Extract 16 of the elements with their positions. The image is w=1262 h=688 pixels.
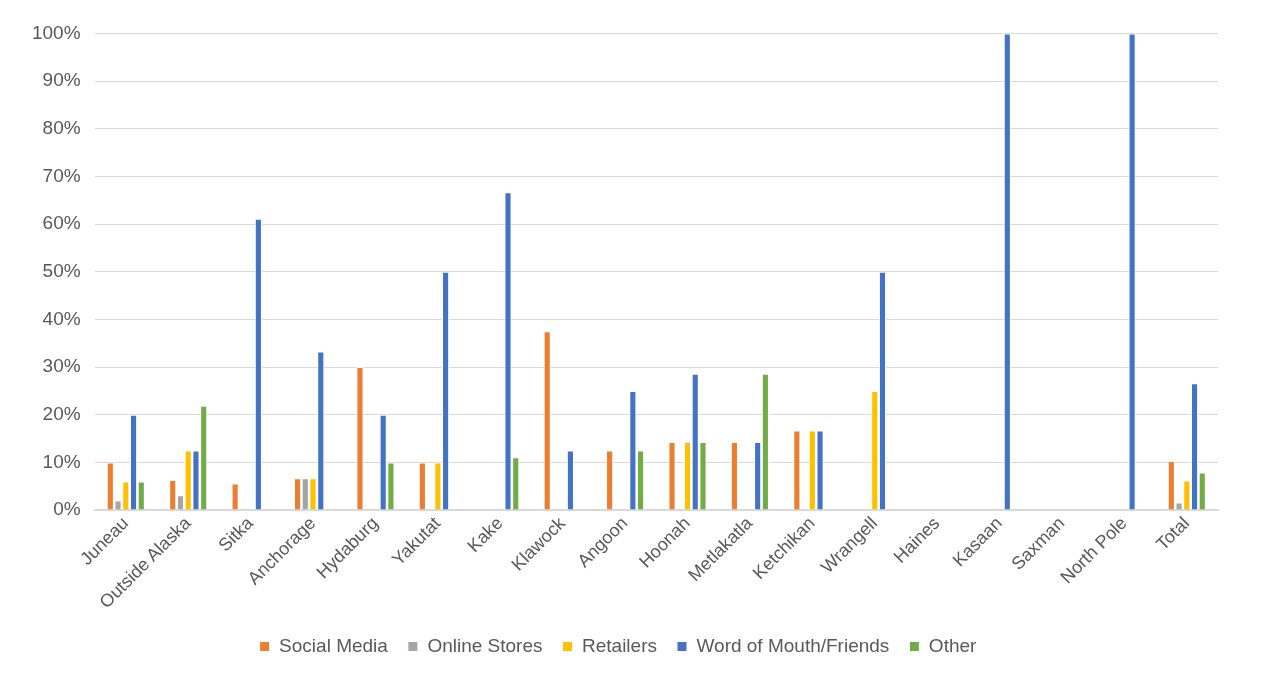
y-tick-label: 60% xyxy=(42,212,81,234)
y-tick-label: 70% xyxy=(42,164,81,186)
y-tick-label: 100% xyxy=(31,21,81,43)
y-tick-label: 10% xyxy=(42,450,81,472)
y-tick-label: 50% xyxy=(42,260,81,281)
y-tick-label: 40% xyxy=(42,307,81,329)
legend-label: Online Stores xyxy=(427,634,543,656)
legend-label: Other xyxy=(928,634,978,656)
y-tick-label: 80% xyxy=(42,116,81,138)
legend-label: Social Media xyxy=(279,634,389,656)
y-tick-label: 90% xyxy=(42,69,81,91)
legend-label: Retailers xyxy=(582,634,657,656)
legend-label: Word of Mouth/Friends xyxy=(696,634,890,656)
y-tick-label: 0% xyxy=(53,498,81,520)
y-tick-label: 20% xyxy=(42,403,81,425)
y-tick-label: 30% xyxy=(42,355,81,377)
